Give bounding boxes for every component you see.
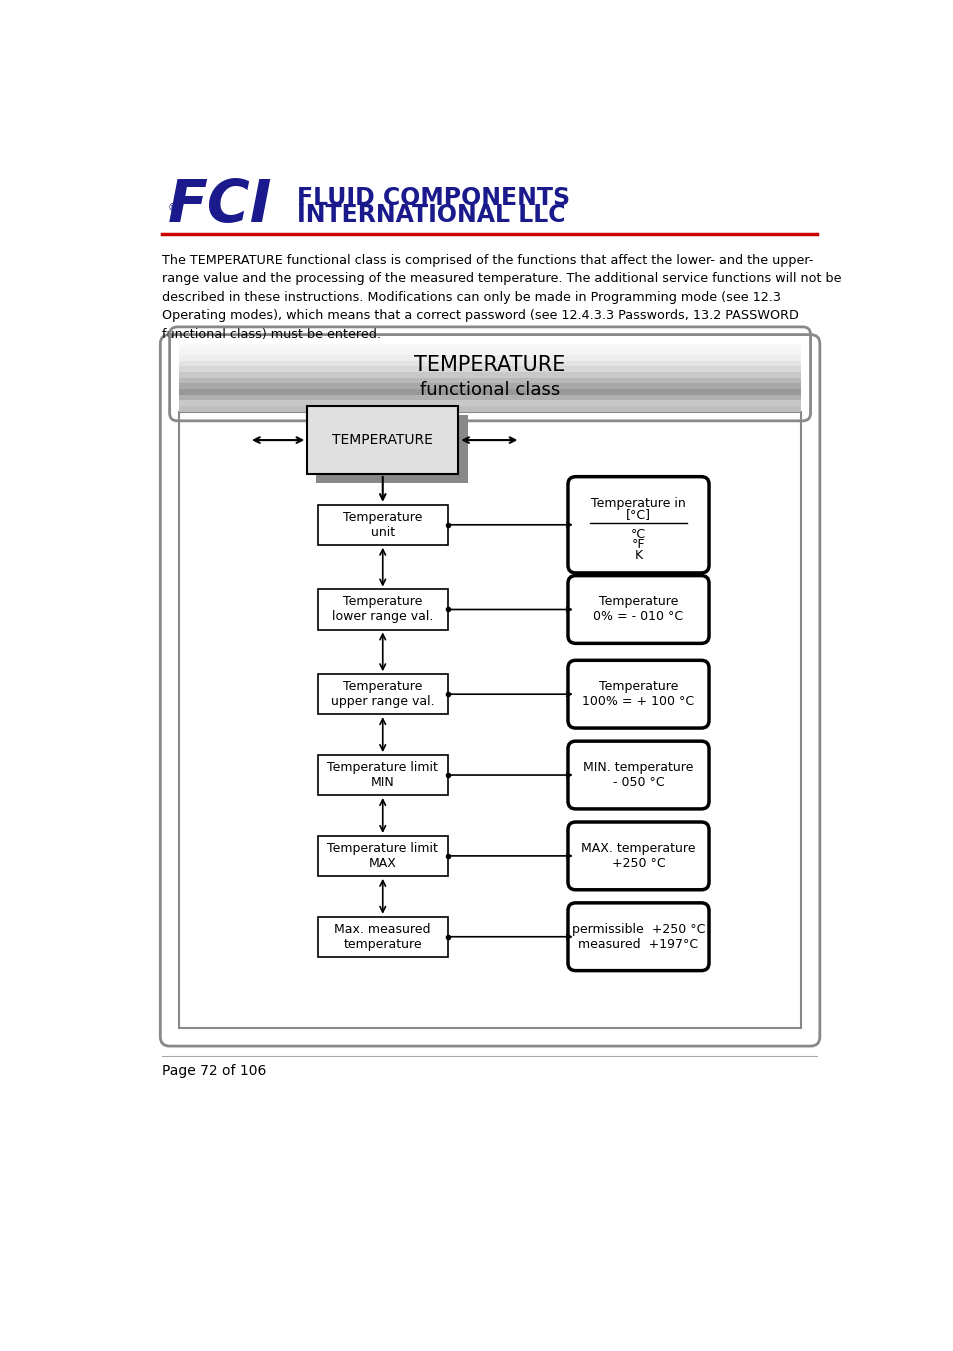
- Text: permissible  +250 °C
measured  +197°C: permissible +250 °C measured +197°C: [571, 923, 704, 951]
- Bar: [179, 350, 801, 355]
- Text: MIN. temperature
- 050 °C: MIN. temperature - 050 °C: [582, 761, 693, 789]
- Text: FLUID COMPONENTS: FLUID COMPONENTS: [297, 185, 570, 209]
- Bar: [179, 384, 801, 389]
- Text: °C: °C: [630, 527, 645, 540]
- Bar: [179, 355, 801, 361]
- Bar: [317, 674, 447, 715]
- Text: MAX. temperature
+250 °C: MAX. temperature +250 °C: [580, 842, 695, 870]
- Text: ®: ®: [167, 203, 177, 213]
- Text: INTERNATIONAL LLC: INTERNATIONAL LLC: [297, 203, 565, 227]
- Text: TEMPERATURE: TEMPERATURE: [332, 434, 433, 447]
- Bar: [179, 400, 801, 405]
- FancyBboxPatch shape: [567, 742, 708, 809]
- Bar: [179, 405, 801, 412]
- Text: Temperature
100% = + 100 °C: Temperature 100% = + 100 °C: [582, 680, 694, 708]
- Text: functional class: functional class: [419, 381, 559, 399]
- Text: TEMPERATURE: TEMPERATURE: [414, 355, 565, 376]
- FancyBboxPatch shape: [567, 902, 708, 970]
- Bar: [179, 412, 801, 1028]
- Bar: [179, 366, 801, 372]
- Bar: [317, 755, 447, 794]
- FancyBboxPatch shape: [567, 821, 708, 890]
- Bar: [179, 378, 801, 384]
- FancyBboxPatch shape: [567, 576, 708, 643]
- Text: Temperature limit
MIN: Temperature limit MIN: [327, 761, 437, 789]
- Bar: [179, 389, 801, 394]
- Bar: [317, 505, 447, 544]
- Bar: [179, 372, 801, 378]
- Text: Temperature
upper range val.: Temperature upper range val.: [331, 680, 435, 708]
- FancyBboxPatch shape: [160, 335, 819, 1046]
- Text: Temperature
unit: Temperature unit: [343, 511, 422, 539]
- Text: K: K: [634, 549, 642, 562]
- Bar: [179, 361, 801, 366]
- Bar: [317, 589, 447, 630]
- Text: Temperature limit
MAX: Temperature limit MAX: [327, 842, 437, 870]
- Bar: [317, 917, 447, 957]
- Text: The TEMPERATURE functional class is comprised of the functions that affect the l: The TEMPERATURE functional class is comp…: [162, 254, 841, 340]
- Bar: [316, 416, 467, 484]
- Bar: [179, 394, 801, 400]
- Text: °F: °F: [631, 538, 644, 551]
- Text: Max. measured
temperature: Max. measured temperature: [335, 923, 431, 951]
- Bar: [317, 836, 447, 875]
- Bar: [179, 345, 801, 350]
- FancyBboxPatch shape: [567, 477, 708, 573]
- Text: Page 72 of 106: Page 72 of 106: [162, 1065, 266, 1078]
- Text: FCI: FCI: [167, 177, 272, 234]
- FancyBboxPatch shape: [567, 661, 708, 728]
- Text: [°C]: [°C]: [625, 508, 650, 521]
- Text: Temperature in: Temperature in: [591, 497, 685, 509]
- Bar: [307, 407, 457, 474]
- Text: Temperature
lower range val.: Temperature lower range val.: [332, 596, 433, 624]
- Text: Temperature
0% = - 010 °C: Temperature 0% = - 010 °C: [593, 596, 683, 624]
